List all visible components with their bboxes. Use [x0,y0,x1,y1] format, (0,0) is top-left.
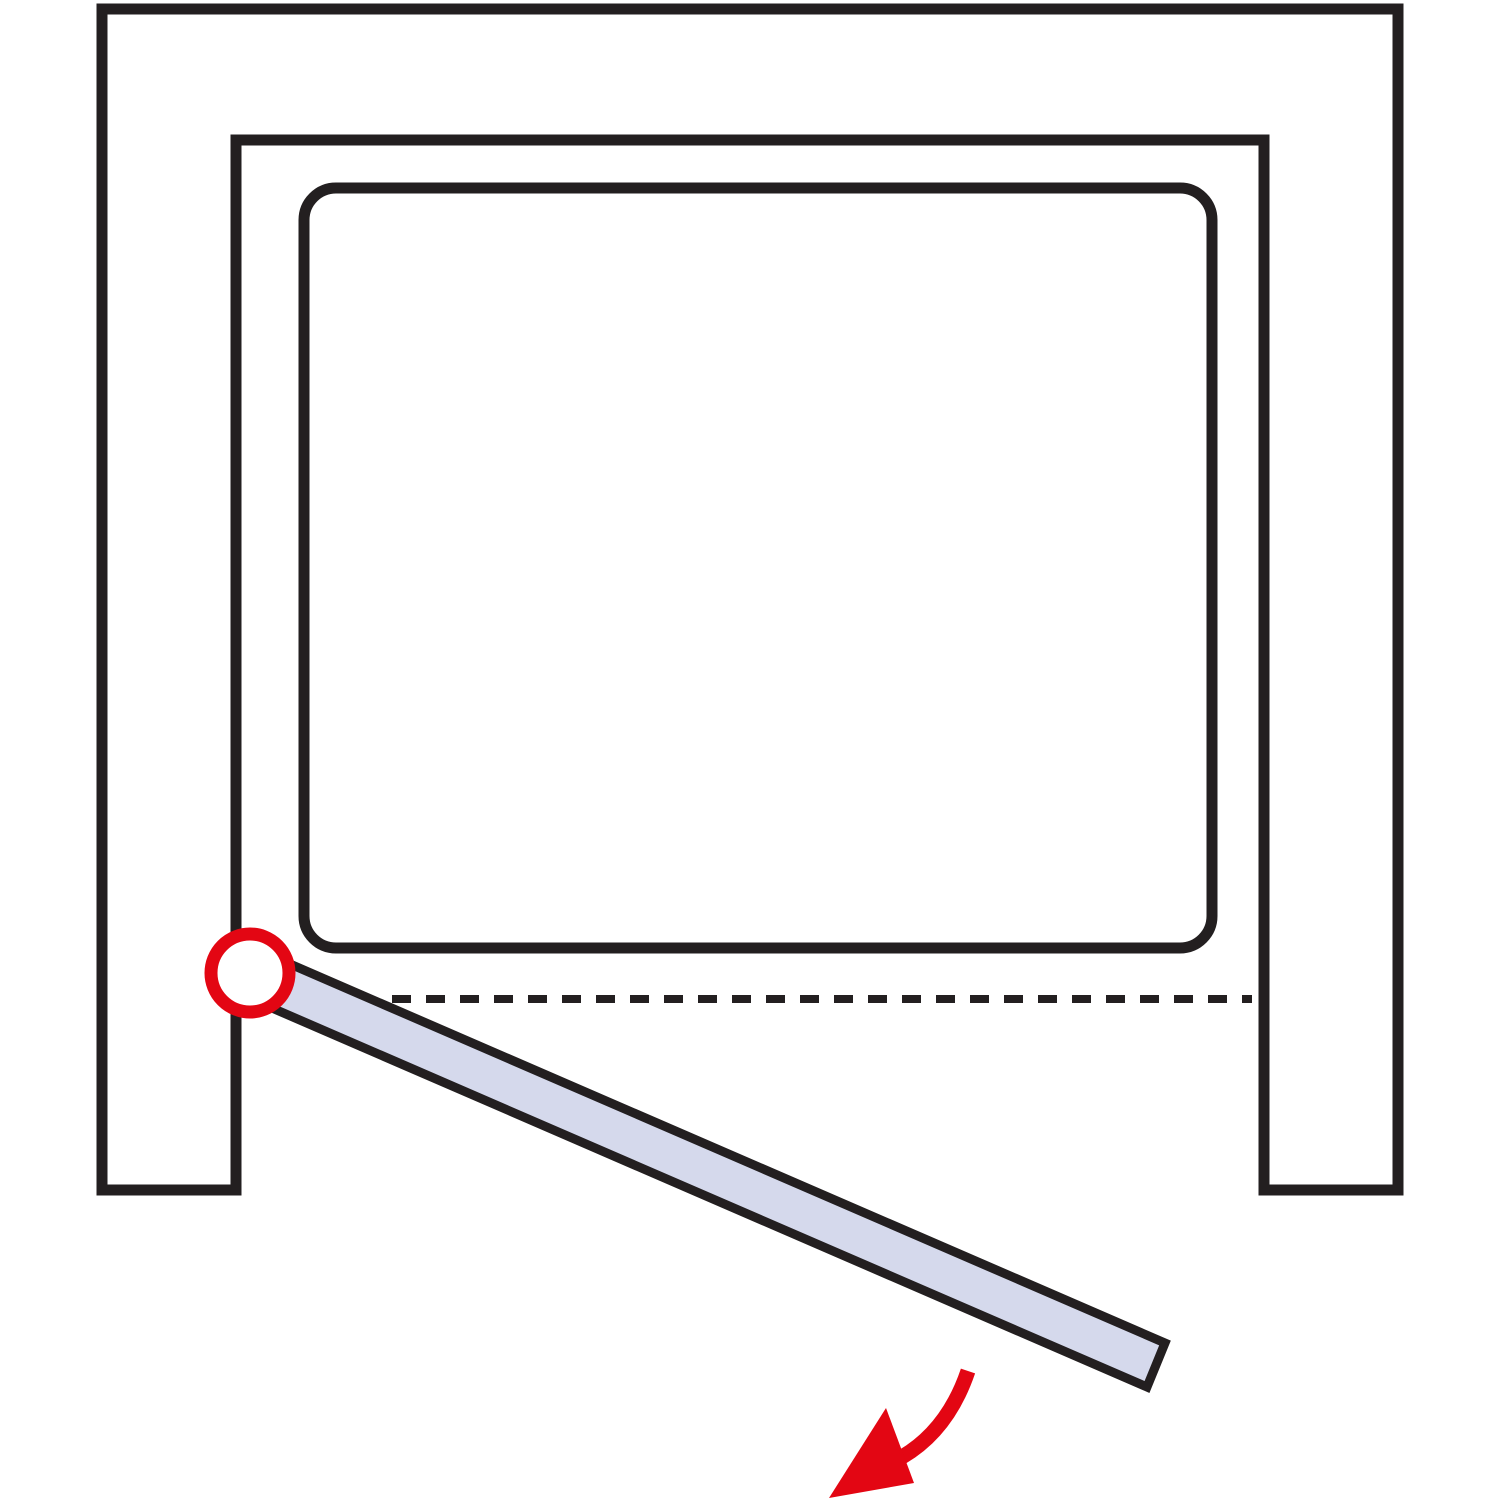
shower-tray [298,182,1218,954]
door-panel [266,958,1171,1393]
hinge-pivot-icon [204,927,296,1019]
wall-recess-outline [96,3,1404,1196]
swing-arrow-icon [829,1368,976,1498]
